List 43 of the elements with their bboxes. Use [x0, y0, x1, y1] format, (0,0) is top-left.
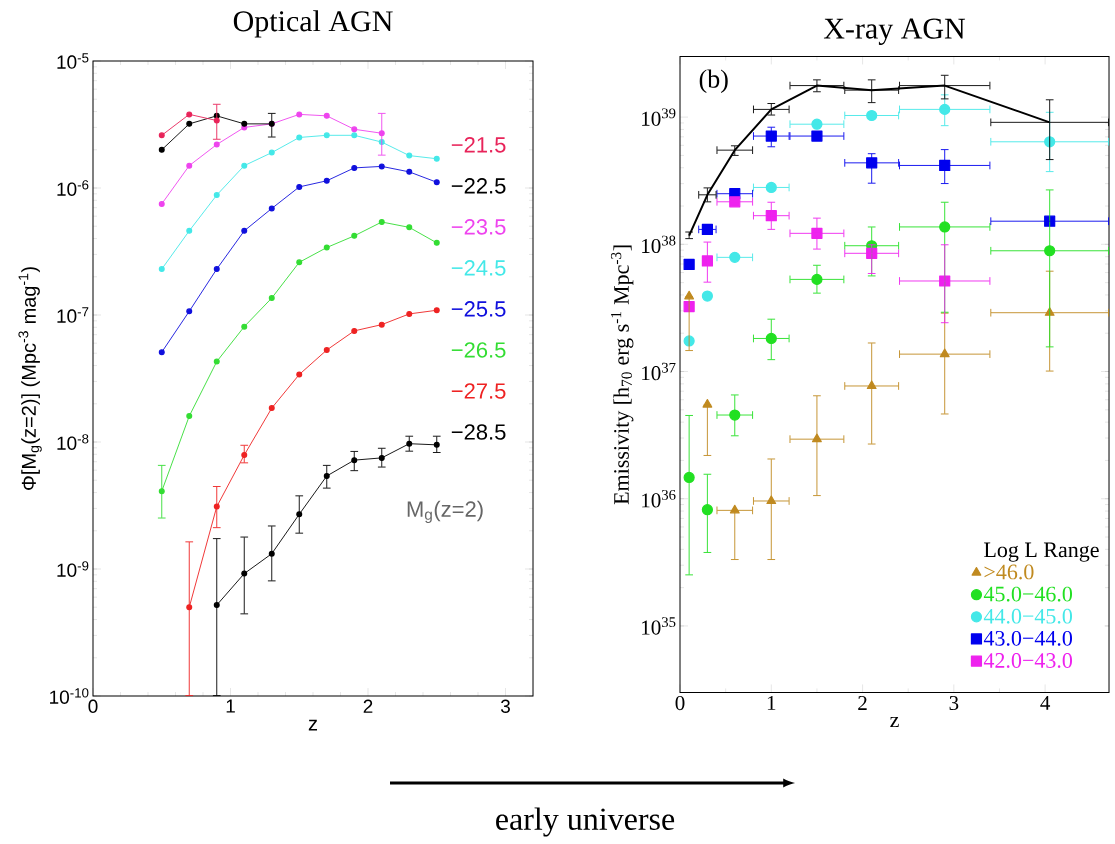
y-tick-label: 10$^{38}$ [642, 235, 676, 254]
chart-title: X-ray AGN [823, 18, 966, 45]
legend-label: 43.0−44.0 [983, 630, 1073, 646]
y-tick-label: 10$^{35}$ [642, 617, 676, 635]
y-tick-label: 10$^{36}$ [642, 490, 676, 508]
text: −25.5 [451, 301, 506, 317]
text: −21.5 [451, 137, 506, 153]
x-tick-label: 0 [88, 699, 98, 713]
x-axis-title: z [308, 719, 318, 731]
annotation: M$_{g}$(z=2) [407, 500, 483, 523]
legend-label: 44.0−45.0 [983, 608, 1073, 624]
text: −26.5 [451, 342, 506, 358]
x-tick-label: 2 [858, 695, 867, 710]
annotation: (b) [699, 69, 728, 94]
y-tick-label: 10$^{-6}$ [57, 180, 89, 196]
x-tick-label: 1 [767, 695, 776, 710]
series-label: −28.5 [451, 424, 506, 440]
text: −22.5 [451, 178, 506, 194]
chart-title: Optical AGN [233, 10, 393, 38]
text: −23.5 [451, 219, 506, 235]
y-axis-title: Φ[M$_{g}$(z=2)] (Mpc$^{-3}$ mag$^{-1}$) [18, 267, 42, 490]
legend-title: Log L Range [984, 542, 1099, 562]
x-tick-label: 3 [500, 699, 510, 713]
y-tick-label: 10$^{-9}$ [57, 561, 89, 577]
legend-label: 45.0−46.0 [983, 586, 1073, 602]
x-axis-title: z [890, 717, 899, 728]
y-tick-label: 10$^{-7}$ [57, 307, 89, 323]
text: −27.5 [451, 383, 506, 399]
text: −24.5 [451, 260, 506, 276]
y-axis-title: Emissivity [h$_{70}$ erg s$^{-1}$ Mpc$^{-3}$] [610, 245, 634, 505]
y-tick-label: 10$^{-10}$ [50, 688, 89, 704]
x-tick-label: 1 [226, 699, 235, 713]
y-tick-label: 10$^{-8}$ [57, 434, 89, 450]
x-tick-label: 4 [1040, 695, 1051, 710]
y-tick-label: 10$^{39}$ [642, 108, 676, 126]
legend-label: >46.0 [984, 564, 1034, 580]
legend-label: 42.0−43.0 [983, 653, 1073, 668]
x-tick-label: 0 [675, 695, 685, 711]
x-tick-label: 2 [363, 699, 373, 713]
y-tick-label: 10$^{37}$ [642, 362, 676, 381]
text: early universe [496, 807, 675, 837]
y-tick-label: 10$^{-5}$ [57, 53, 89, 69]
x-tick-label: 3 [949, 695, 959, 711]
